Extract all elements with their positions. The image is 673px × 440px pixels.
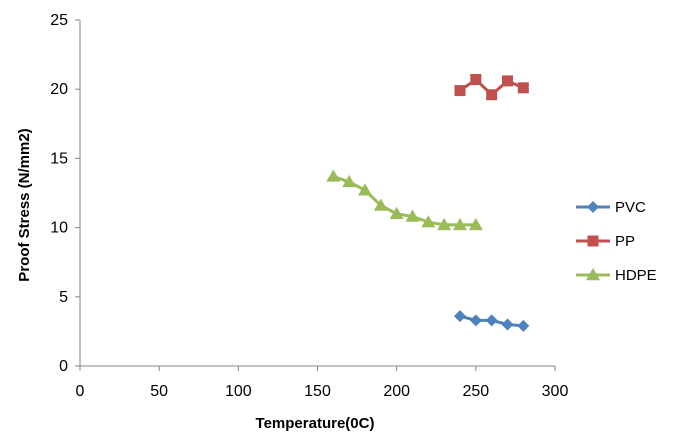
pp-data-point: [502, 75, 513, 87]
hdpe-data-point: [421, 215, 436, 228]
legend-marker: [587, 235, 599, 247]
x-tick-labels: 0 50 100 150 200 250 300: [76, 383, 569, 400]
series-hdpe: [326, 169, 483, 231]
pp-data-point: [517, 82, 529, 94]
hdpe-data-point: [437, 217, 452, 231]
x-tick-label: 0: [76, 383, 85, 400]
y-tick-label: 5: [59, 289, 68, 306]
y-tick-label: 15: [50, 150, 68, 167]
pp-data-point: [486, 89, 498, 101]
pvc-data-point: [469, 314, 482, 327]
hdpe-data-point: [373, 198, 388, 211]
hdpe-data-point: [389, 206, 404, 220]
y-tick-label: 20: [50, 81, 68, 98]
pvc-data-point: [517, 319, 530, 332]
legend-marker: [587, 201, 599, 213]
pvc-data-point: [485, 314, 498, 327]
axes: [75, 19, 556, 371]
series-pp: [454, 74, 529, 101]
legend-item-hdpe: HDPE: [576, 267, 657, 284]
legend-label: PP: [615, 233, 635, 250]
pp-data-point: [454, 85, 466, 97]
hdpe-data-point: [468, 217, 483, 231]
legend-label: PVC: [615, 199, 646, 216]
legend: PVC PP HDPE: [576, 199, 657, 284]
x-axis-title: Temperature(0C): [256, 415, 375, 432]
hdpe-data-point: [453, 217, 467, 231]
series-layer: [326, 74, 530, 332]
x-tick-label: 150: [304, 383, 331, 400]
series-pvc: [454, 310, 530, 332]
x-tick-label: 250: [462, 383, 489, 400]
pvc-data-point: [454, 310, 466, 323]
x-tick-label: 50: [150, 383, 168, 400]
y-tick-label: 25: [50, 12, 68, 29]
x-tick-label: 200: [383, 383, 410, 400]
hdpe-data-point: [342, 174, 357, 188]
hdpe-data-point: [405, 209, 420, 222]
hdpe-data-point: [358, 183, 372, 196]
hdpe-series-line: [332, 174, 476, 227]
x-tick-label: 100: [225, 383, 252, 400]
hdpe-data-point: [326, 169, 341, 182]
y-tick-labels: 0 5 10 15 20 25: [50, 12, 68, 375]
pp-data-point: [470, 74, 482, 86]
legend-item-pp: PP: [576, 233, 635, 250]
legend-marker: [586, 268, 600, 281]
y-axis-title: Proof Stress (N/mm2): [16, 128, 33, 281]
pvc-data-point: [501, 318, 514, 331]
y-tick-label: 10: [50, 220, 68, 237]
x-tick-label: 300: [542, 383, 569, 400]
legend-item-pvc: PVC: [576, 199, 646, 216]
y-tick-label: 0: [59, 358, 68, 375]
legend-label: HDPE: [615, 267, 657, 284]
